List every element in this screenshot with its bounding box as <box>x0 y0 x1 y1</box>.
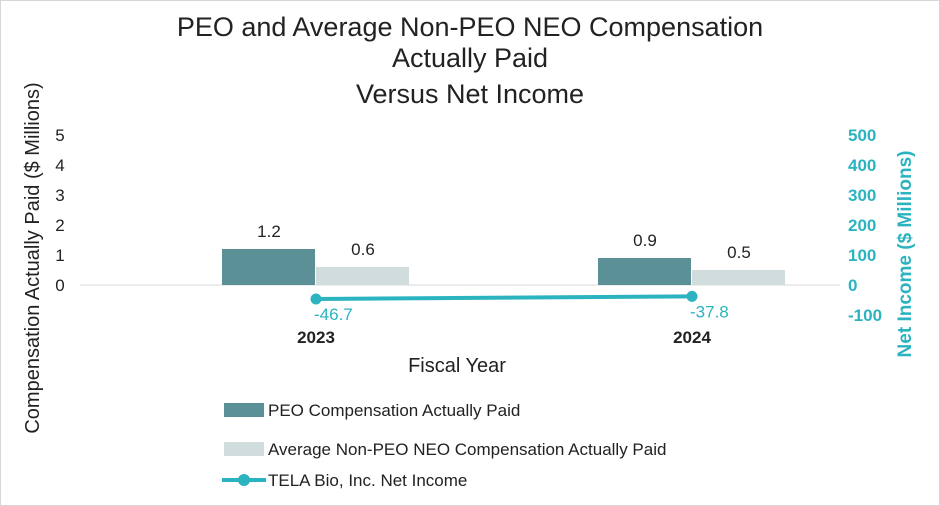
net-income-point <box>310 293 322 305</box>
y2-axis-label: Net Income ($ Millions) <box>895 151 916 358</box>
y-axis-label: Compensation Actually Paid ($ Millions) <box>22 82 44 433</box>
bar-data-label: 0.5 <box>727 243 751 262</box>
chart-title-line-2: Actually Paid <box>391 43 549 73</box>
bar-data-label: 1.2 <box>257 222 281 241</box>
chart-title-line-1: PEO and Average Non-PEO NEO Compensation <box>176 12 764 42</box>
legend-label: PEO Compensation Actually Paid <box>268 401 520 420</box>
net-income-line <box>315 294 693 302</box>
net-income-point <box>686 290 698 302</box>
y2-tick-label: 500 <box>848 126 876 145</box>
y2-tick-label: 200 <box>848 216 876 235</box>
bar-2024-series-0 <box>598 258 691 285</box>
net-income-data-label: -37.8 <box>690 302 729 321</box>
chart-title-line-3: Versus Net Income <box>355 79 585 109</box>
y-tick-label: 4 <box>55 156 64 175</box>
bar-2024-series-1 <box>692 270 785 285</box>
x-axis-label: Fiscal Year <box>408 355 506 377</box>
y-tick-label: 1 <box>55 246 64 265</box>
legend-marker <box>238 474 250 486</box>
y2-tick-label: 100 <box>848 246 876 265</box>
y-tick-label: 0 <box>55 276 64 295</box>
y2-tick-label: -100 <box>848 306 882 325</box>
x-category-label: 2023 <box>297 328 335 347</box>
net-income-data-label: -46.7 <box>314 305 353 324</box>
y2-tick-label: 400 <box>848 156 876 175</box>
legend-swatch <box>224 442 264 456</box>
legend-label: Average Non-PEO NEO Compensation Actuall… <box>268 440 666 459</box>
legend-swatch <box>224 403 264 417</box>
bar-data-label: 0.9 <box>633 231 657 250</box>
legend: PEO Compensation Actually Paid Average No… <box>222 401 666 490</box>
x-category-label: 2024 <box>673 328 711 347</box>
y2-tick-label: 300 <box>848 186 876 205</box>
y-tick-label: 2 <box>55 216 64 235</box>
bar-2023-series-1 <box>316 267 409 285</box>
y-tick-label: 5 <box>55 126 64 145</box>
legend-label: TELA Bio, Inc. Net Income <box>268 471 467 490</box>
bar-data-label: 0.6 <box>351 240 375 259</box>
y-tick-label: 3 <box>55 186 64 205</box>
bar-2023-series-0 <box>222 249 315 285</box>
y2-tick-label: 0 <box>848 276 857 295</box>
